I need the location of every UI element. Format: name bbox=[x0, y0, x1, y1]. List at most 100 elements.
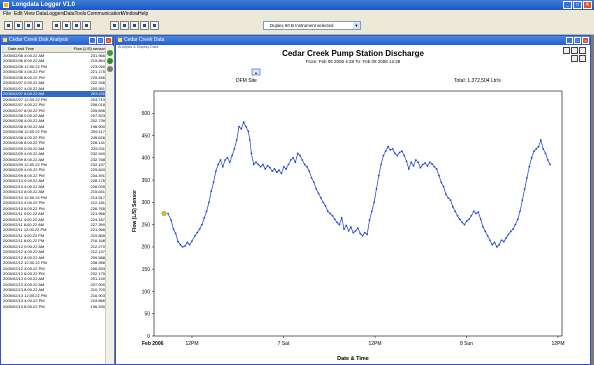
table-row[interactable]: 2005/02/12 12:00.22 PM 208.956 bbox=[2, 260, 106, 265]
table-row[interactable]: 2005/02/06 4:00.22 PM 221.175 bbox=[2, 69, 106, 74]
table-row[interactable]: 2005/02/09 4:00.22 AM 232.940 bbox=[2, 151, 106, 156]
column-header-datetime[interactable]: Date and Time bbox=[8, 46, 35, 51]
list-maximize-button[interactable]: □ bbox=[97, 37, 104, 44]
menu-dataloggers[interactable]: DataLoggers bbox=[36, 11, 65, 17]
minimize-button[interactable]: _ bbox=[563, 1, 572, 9]
table-row[interactable]: 2005/02/08 8:00.22 AM 196.900 bbox=[2, 124, 106, 129]
menu-edit[interactable]: Edit bbox=[14, 11, 23, 17]
column-header-flow[interactable]: Flow (L/S) sensor bbox=[73, 46, 105, 51]
table-row[interactable]: 2005/02/09 8:00.22 AM 232.768 bbox=[2, 157, 106, 162]
table-row[interactable]: 2005/02/11 0:00.22 AM 221.966 bbox=[2, 211, 106, 216]
menu-communication[interactable]: Communication bbox=[87, 11, 122, 17]
table-row[interactable]: 2005/02/06 12:00.22 PM 223.090 bbox=[2, 64, 106, 69]
list-close-button[interactable]: × bbox=[105, 37, 112, 44]
table-row[interactable]: 2005/02/07 4:00.22 PM 206.018 bbox=[2, 102, 106, 107]
zoom-out-icon[interactable] bbox=[130, 21, 139, 30]
table-row[interactable]: 2005/02/06 4:00.22 AM 231.966 bbox=[2, 53, 106, 58]
table-row[interactable]: 2005/02/13 4:00.22 PM 219.866 bbox=[2, 298, 106, 303]
list-scrollbar[interactable] bbox=[105, 46, 114, 364]
table-row[interactable]: 2005/02/10 8:00.22 PM 226.765 bbox=[2, 206, 106, 211]
new-icon[interactable] bbox=[4, 21, 13, 30]
table-row[interactable]: 2005/02/13 4:00.22 AM 207.900 bbox=[2, 282, 106, 287]
table-row[interactable]: 2005/02/08 12:00.22 PM 209.117 bbox=[2, 129, 106, 134]
table-row[interactable]: 2005/02/12 0:00.22 AM 212.270 bbox=[2, 244, 106, 249]
table-row[interactable]: 2005/02/13 12:00.22 PM 216.903 bbox=[2, 293, 106, 298]
download-icon[interactable] bbox=[52, 21, 61, 30]
save-icon[interactable] bbox=[24, 21, 33, 30]
go-icon[interactable] bbox=[107, 50, 113, 56]
menu-datatools[interactable]: DataTools bbox=[64, 11, 87, 17]
table-row[interactable]: 2005/02/07 0:00.22 AM 222.346 bbox=[2, 80, 106, 85]
table-row[interactable]: 2005/02/10 4:00.22 PM 212.181 bbox=[2, 200, 106, 205]
chart-minimize-button[interactable]: _ bbox=[566, 37, 573, 44]
cell-datetime: 2005/02/07 12:00.22 PM bbox=[3, 96, 47, 102]
close-button[interactable]: × bbox=[583, 1, 592, 9]
chart-axes: 0 50 100 150 200 250 300 350 400 450 500 Feb 2006 12… bbox=[142, 90, 565, 347]
table-row[interactable]: 2005/02/11 4:00.22 AM 224.187 bbox=[2, 217, 106, 222]
table-row[interactable]: 2005/02/08 4:00.22 PM 245.626 bbox=[2, 135, 106, 140]
cell-flow: 225.011 bbox=[90, 145, 105, 151]
table-row[interactable]: 2005/02/07 8:00.22 PM 205.896 bbox=[2, 108, 106, 113]
menu-help[interactable]: Help bbox=[138, 11, 149, 17]
table-row[interactable]: 2005/02/09 0:00.22 AM 225.011 bbox=[2, 146, 106, 151]
table-row[interactable]: 2005/02/12 4:00.22 PM 206.833 bbox=[2, 266, 106, 271]
table-row[interactable]: 2005/02/06 8:00.22 AM 219.864 bbox=[2, 58, 106, 63]
open-icon[interactable] bbox=[14, 21, 23, 30]
table-row[interactable]: 2005/02/06 8:00.22 PM 225.456 bbox=[2, 75, 106, 80]
table-row[interactable]: 2005/02/13 8:00.22 PM 196.530 bbox=[2, 304, 106, 309]
table-row[interactable]: 2005/02/10 0:00.22 AM 228.176 bbox=[2, 178, 106, 183]
table-row[interactable]: 2005/02/11 4:00.22 PM 219.865 bbox=[2, 233, 106, 238]
table-row[interactable]: 2005/02/10 4:00.22 AM 226.039 bbox=[2, 184, 106, 189]
print-icon[interactable] bbox=[34, 21, 43, 30]
table-row[interactable]: 2005/02/10 8:00.22 AM 215.641 bbox=[2, 189, 106, 194]
chart-settings-icon[interactable] bbox=[571, 47, 578, 54]
menu-file[interactable]: File bbox=[3, 11, 12, 17]
cell-datetime: 2005/02/11 4:00.22 AM bbox=[3, 216, 45, 222]
chart-close-button[interactable]: × bbox=[582, 37, 589, 44]
data-point bbox=[289, 159, 292, 161]
table-row[interactable]: 2005/02/09 8:00.22 PM 234.491 bbox=[2, 173, 106, 178]
menu-window[interactable]: Window bbox=[121, 11, 139, 17]
chart-print-icon[interactable] bbox=[563, 47, 570, 54]
maximize-button[interactable]: □ bbox=[573, 1, 582, 9]
table-row[interactable]: 2005/02/11 12:00.22 PM 221.966 bbox=[2, 227, 106, 232]
table-row[interactable]: 2005/02/12 8:00.22 PM 202.175 bbox=[2, 271, 106, 276]
table-row[interactable]: 2005/02/10 12:00.22 PM 213.517 bbox=[2, 195, 106, 200]
refresh-icon[interactable] bbox=[140, 21, 149, 30]
data-point bbox=[208, 201, 210, 204]
menu-view[interactable]: View bbox=[24, 11, 35, 17]
table-row[interactable]: 2005/02/08 8:00.22 PM 226.141 bbox=[2, 140, 106, 145]
table-row[interactable]: 2005/02/12 4:00.22 AM 212.147 bbox=[2, 249, 106, 254]
table-row[interactable]: 2005/02/09 4:00.22 PM 229.840 bbox=[2, 167, 106, 172]
table-row[interactable]: 2005/02/12 8:00.22 AM 209.588 bbox=[2, 255, 106, 260]
cell-flow: 231.966 bbox=[90, 53, 105, 58]
chart-export-icon[interactable] bbox=[579, 55, 586, 62]
table-row[interactable]: 2005/02/07 12:00.22 PM 203.713 bbox=[2, 97, 106, 102]
table-row[interactable]: 2005/02/08 0:00.22 AM 207.523 bbox=[2, 113, 106, 118]
stop-icon[interactable] bbox=[107, 66, 113, 72]
chart-grid-icon[interactable] bbox=[571, 55, 578, 62]
table-row[interactable]: 2005/02/11 8:00.22 PM 216.168 bbox=[2, 238, 106, 243]
table-row[interactable]: 2005/02/08 4:00.22 AM 202.739 bbox=[2, 118, 106, 123]
data-point bbox=[523, 188, 526, 190]
upload-icon[interactable] bbox=[62, 21, 71, 30]
table-row[interactable]: 2005/02/13 0:00.22 AM 201.140 bbox=[2, 276, 106, 281]
table-row[interactable]: 2005/02/07 8:00.22 AM 203.211 bbox=[2, 91, 106, 97]
play-icon[interactable] bbox=[107, 58, 113, 64]
data-point bbox=[333, 218, 336, 221]
instrument-dropdown[interactable]: Duplex 60 B Instrument selected ▼ bbox=[263, 21, 361, 30]
chart-zoom-icon[interactable] bbox=[579, 47, 586, 54]
table-row[interactable]: 2005/02/13 8:00.22 AM 210.700 bbox=[2, 287, 106, 292]
list-minimize-button[interactable]: _ bbox=[89, 37, 96, 44]
table-row[interactable]: 2005/02/07 4:00.22 AM 200.951 bbox=[2, 86, 106, 91]
export-icon[interactable] bbox=[150, 21, 159, 30]
table-row[interactable]: 2005/02/09 12:00.22 PM 232.157 bbox=[2, 162, 106, 167]
graph-icon[interactable] bbox=[110, 21, 119, 30]
table-icon[interactable] bbox=[82, 21, 91, 30]
legend-toggle-button[interactable] bbox=[251, 68, 261, 76]
settings-icon[interactable] bbox=[72, 21, 81, 30]
zoom-in-icon[interactable] bbox=[120, 21, 129, 30]
table-row[interactable]: 2005/02/11 8:00.22 AM 227.390 bbox=[2, 222, 106, 227]
chart-maximize-button[interactable]: □ bbox=[574, 37, 581, 44]
data-point bbox=[514, 223, 517, 226]
